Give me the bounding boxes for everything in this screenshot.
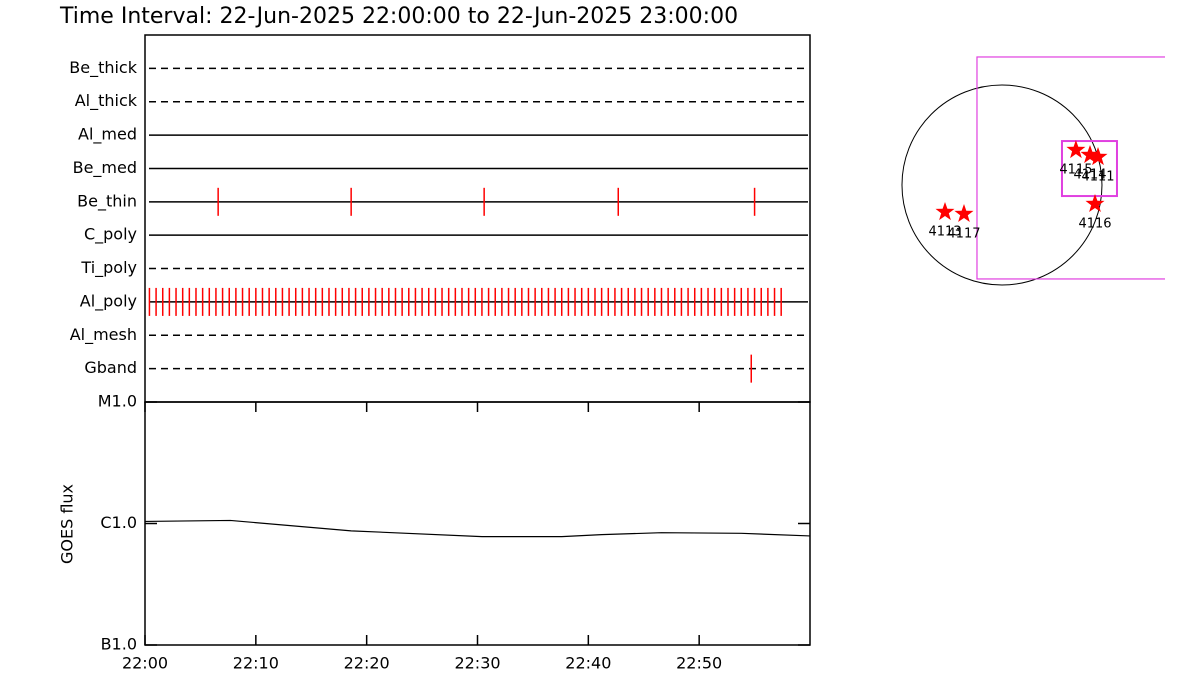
goes-curve	[144, 519, 811, 538]
x-tick-label: 22:40	[565, 654, 611, 673]
timeline-frame	[144, 34, 811, 403]
region-label: 4115	[1059, 163, 1092, 178]
sun-map	[901, 56, 1165, 286]
y-tick-label: C1.0	[100, 513, 137, 532]
y-axis-label: GOES flux	[58, 484, 77, 564]
active-region	[954, 204, 974, 222]
active-region	[1085, 194, 1105, 212]
x-tick-label: 22:20	[344, 654, 390, 673]
filter-label: Al_poly	[80, 291, 137, 311]
x-tick-label: 22:30	[454, 654, 500, 673]
region-label: 4111	[1081, 169, 1114, 184]
filter-label: Ti_poly	[80, 258, 137, 278]
goes-frame	[144, 401, 811, 646]
x-tick-label: 22:50	[676, 654, 722, 673]
filter-label: C_poly	[84, 225, 137, 245]
region-label: 4114	[1073, 168, 1106, 183]
solar-limb	[901, 84, 1103, 286]
fov-box	[976, 56, 1165, 280]
active-region	[1066, 140, 1086, 159]
filter-label: Gband	[84, 358, 137, 377]
filter-label: Be_thin	[77, 191, 137, 211]
active-region	[935, 202, 955, 221]
active-region	[1088, 147, 1108, 166]
y-tick-label: B1.0	[101, 635, 137, 654]
filter-label: Al_med	[78, 125, 137, 145]
chart-title: Time Interval: 22-Jun-2025 22:00:00 to 2…	[59, 4, 738, 29]
region-label: 4113	[928, 224, 961, 239]
filter-label: Be_thick	[69, 58, 137, 78]
y-tick-label: M1.0	[98, 392, 137, 411]
filter-label: Be_med	[73, 158, 137, 178]
fov-box	[1060, 140, 1118, 198]
region-label: 4116	[1078, 216, 1111, 231]
x-tick-label: 22:10	[233, 654, 279, 673]
x-tick-label: 22:00	[122, 654, 168, 673]
region-label: 4117	[947, 226, 980, 241]
filter-label: Al_thick	[75, 91, 138, 111]
filter-label: Al_mesh	[70, 325, 137, 345]
